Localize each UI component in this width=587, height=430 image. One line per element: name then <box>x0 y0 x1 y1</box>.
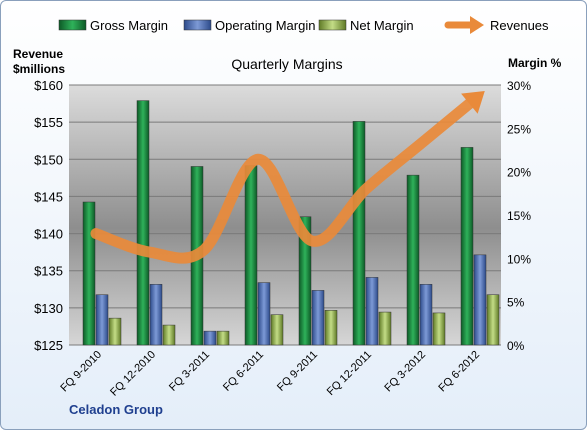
left-tick-label: $140 <box>34 227 63 242</box>
left-tick-label: $160 <box>34 78 63 93</box>
legend-label: Operating Margin <box>215 18 315 33</box>
left-axis-label-line2: $millions <box>13 62 65 76</box>
legend-swatch-arrowhead <box>470 16 484 34</box>
left-axis-label-line1: Revenue <box>13 47 63 61</box>
category-label: FQ 9-2011 <box>275 349 320 394</box>
bar-net-margin <box>432 312 446 346</box>
category-label: FQ 6-2011 <box>221 349 266 394</box>
bar-operating-margin <box>149 284 163 346</box>
legend-swatch <box>183 19 212 31</box>
bar-gross-margin <box>298 216 312 346</box>
left-tick-label: $155 <box>34 115 63 130</box>
bar-gross-margin <box>460 147 474 346</box>
bar-gross-margin <box>406 174 420 346</box>
category-label: FQ 6-2012 <box>436 349 482 395</box>
bar-net-margin <box>324 310 338 346</box>
left-tick-label: $130 <box>34 301 63 316</box>
bar-net-margin <box>270 314 284 346</box>
category-label: FQ 3-2011 <box>167 349 212 394</box>
left-tick-label: $145 <box>34 189 63 204</box>
bar-gross-margin <box>244 165 258 346</box>
bar-gross-margin <box>352 121 366 346</box>
company-name: Celadon Group <box>69 402 163 417</box>
bar-operating-margin <box>419 284 433 346</box>
right-tick-label: 15% <box>507 209 531 223</box>
legend-label: Gross Margin <box>90 18 168 33</box>
category-label: FQ 12-2010 <box>108 349 158 399</box>
revenue-arrowhead <box>461 90 485 114</box>
bar-net-margin <box>378 311 392 346</box>
right-tick-label: 10% <box>507 252 531 266</box>
right-tick-label: 25% <box>507 122 531 136</box>
right-tick-label: 20% <box>507 166 531 180</box>
legend-label: Net Margin <box>350 18 414 33</box>
bar-operating-margin <box>257 282 271 346</box>
right-tick-label: 0% <box>507 339 525 353</box>
bar-gross-margin <box>82 201 96 346</box>
left-tick-label: $135 <box>34 264 63 279</box>
bar-operating-margin <box>365 277 379 346</box>
right-tick-label: 30% <box>507 79 531 93</box>
chart-title: Quarterly Margins <box>231 56 342 72</box>
legend-swatch <box>318 19 347 31</box>
bar-operating-margin <box>95 294 109 346</box>
category-label: FQ 3-2012 <box>382 349 428 395</box>
bar-gross-margin <box>136 100 150 346</box>
bar-net-margin <box>108 317 122 346</box>
right-tick-label: 5% <box>507 296 525 310</box>
bar-operating-margin <box>203 330 217 346</box>
right-axis-label: Margin % <box>508 56 562 70</box>
left-tick-label: $125 <box>34 338 63 353</box>
bar-operating-margin <box>311 290 325 346</box>
legend-swatch <box>58 19 87 31</box>
category-label: FQ 9-2010 <box>58 349 104 395</box>
bar-net-margin <box>216 330 230 346</box>
bar-operating-margin <box>473 254 487 346</box>
revenue-line <box>90 94 480 264</box>
bar-net-margin <box>162 324 176 346</box>
left-tick-label: $150 <box>34 152 63 167</box>
bar-net-margin <box>486 294 500 346</box>
legend-label: Revenues <box>490 18 549 33</box>
category-label: FQ 12-2011 <box>325 349 374 398</box>
